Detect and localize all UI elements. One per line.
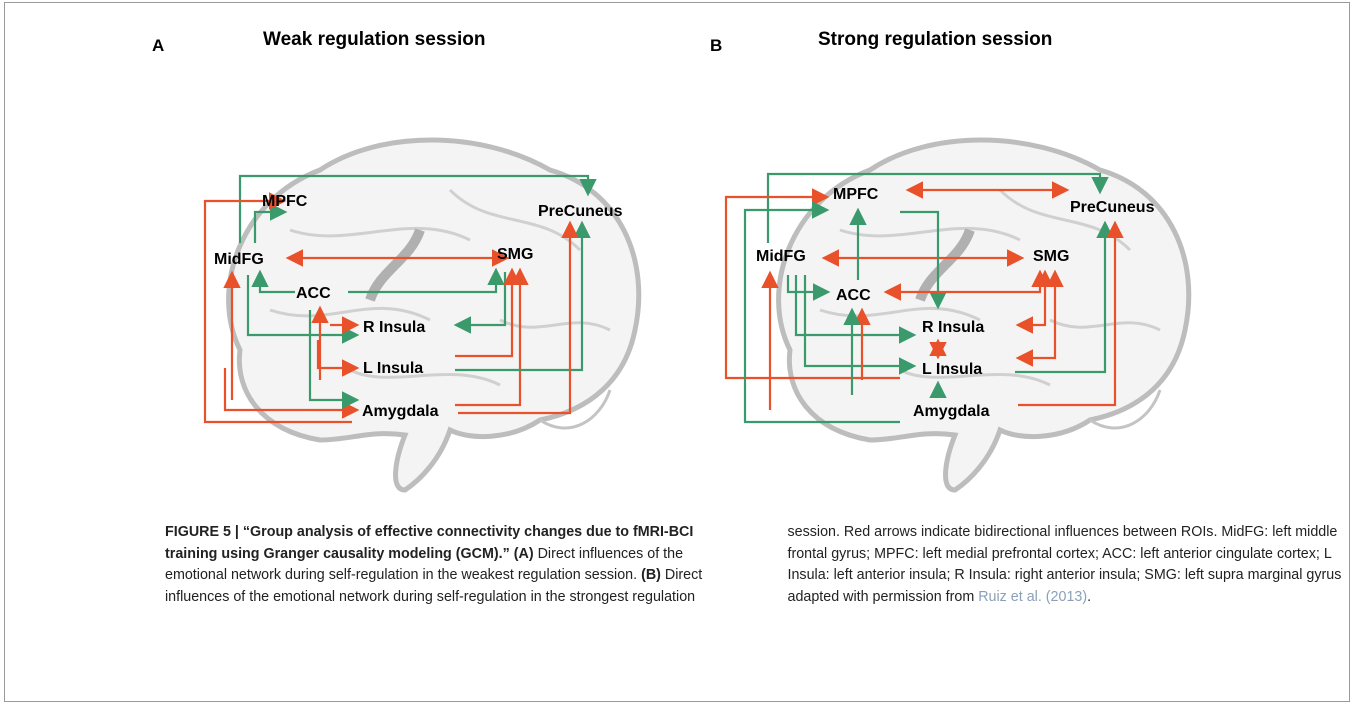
panel-title: Weak regulation session: [263, 29, 485, 50]
caption-end: .: [1087, 589, 1091, 605]
panel-letter: A: [152, 36, 164, 55]
figure-caption: FIGURE 5 | “Group analysis of effective …: [165, 522, 1350, 608]
node-label: L Insula: [363, 360, 423, 377]
node-label: ACC: [836, 287, 871, 304]
node-label: MPFC: [833, 186, 879, 203]
node-label: PreCuneus: [538, 203, 623, 220]
page: A Weak regulation session B Strong regul…: [0, 0, 1356, 698]
panel-title: Strong regulation session: [818, 29, 1052, 50]
node-label: R Insula: [363, 319, 425, 336]
panel-letter: B: [710, 36, 722, 55]
node-label: Amygdala: [362, 403, 439, 420]
citation-link[interactable]: Ruiz et al. (2013): [978, 589, 1087, 605]
node-label: Amygdala: [913, 403, 990, 420]
node-label: L Insula: [922, 361, 982, 378]
caption-label: (A): [514, 546, 534, 562]
node-label: SMG: [1033, 248, 1069, 265]
figure: A Weak regulation session B Strong regul…: [0, 0, 1356, 520]
node-label: R Insula: [922, 319, 984, 336]
node-label: SMG: [497, 246, 533, 263]
caption-label: (B): [641, 567, 661, 583]
node-label: PreCuneus: [1070, 199, 1155, 216]
node-label: MidFG: [214, 251, 264, 268]
node-label: ACC: [296, 285, 331, 302]
node-label: MidFG: [756, 248, 806, 265]
node-label: MPFC: [262, 193, 308, 210]
